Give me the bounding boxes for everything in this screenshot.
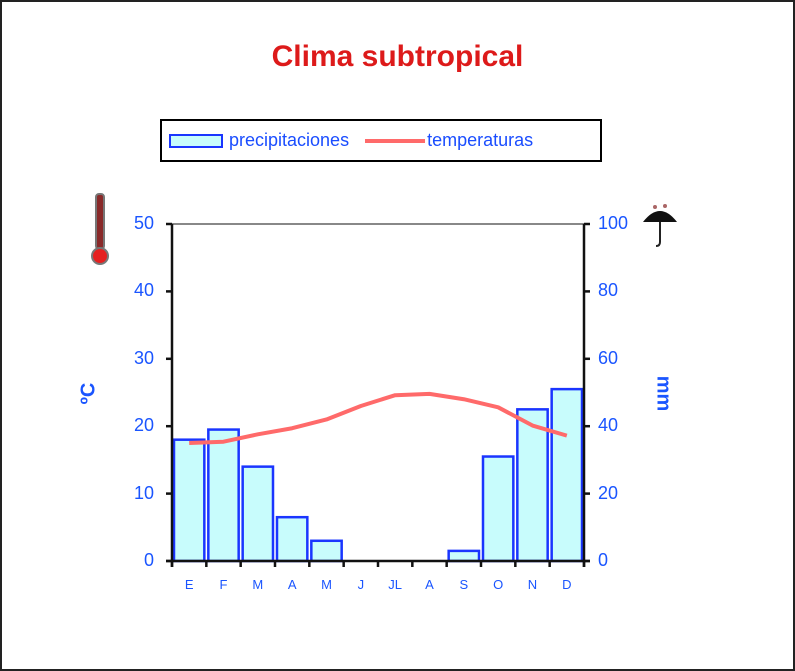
x-tick-label: N — [527, 577, 538, 592]
y-tick-left: 40 — [133, 280, 154, 301]
legend: precipitaciones temperaturas — [160, 119, 602, 162]
x-tick-label: S — [459, 577, 469, 592]
y-tick-right: 0 — [598, 550, 609, 570]
y-axis-left-label: ºC — [77, 382, 100, 405]
y-tick-left: 50 — [133, 213, 154, 233]
x-tick-label: A — [287, 577, 297, 592]
legend-temp-label: temperaturas — [427, 130, 534, 150]
thermometer-icon — [91, 193, 109, 265]
y-tick-right: 60 — [598, 347, 619, 368]
x-tick-label: M — [321, 577, 332, 592]
precip-bar — [550, 387, 584, 563]
y-tick-right: 20 — [598, 482, 619, 503]
precip-bar — [275, 515, 309, 563]
x-tick-label: J — [357, 577, 365, 592]
temperature-line — [189, 391, 568, 446]
x-tick-label: A — [425, 577, 434, 592]
y-tick-left: 0 — [143, 550, 154, 570]
x-tick-label: D — [562, 577, 572, 592]
precip-bar — [207, 428, 240, 563]
y-tick-left: 10 — [133, 482, 154, 503]
x-tick-label: O — [493, 577, 504, 592]
x-tick-label: F — [219, 577, 228, 592]
axes — [166, 222, 590, 567]
chart-title: Clima subtropical — [271, 40, 524, 73]
y-tick-right: 80 — [598, 280, 619, 301]
precip-bar — [172, 438, 206, 563]
precip-bar — [481, 455, 515, 563]
legend-precip-swatch — [169, 133, 223, 148]
precip-bar — [310, 539, 343, 563]
legend-precip-label: precipitaciones — [229, 130, 350, 150]
y-tick-right: 100 — [598, 213, 629, 233]
y-tick-left: 20 — [133, 415, 154, 436]
precip-bar — [241, 465, 275, 563]
x-tick-label: E — [184, 577, 194, 592]
x-tick-label: JL — [388, 577, 403, 592]
y-tick-left: 30 — [133, 347, 154, 368]
umbrella-icon — [643, 204, 677, 247]
legend-temp-swatch — [365, 138, 426, 143]
x-tick-label: M — [252, 577, 264, 592]
precip-bars — [172, 387, 584, 563]
precip-bar — [516, 408, 549, 563]
y-axis-right-label: mm — [652, 375, 675, 412]
y-tick-right: 40 — [598, 415, 619, 436]
precip-bar — [447, 549, 481, 563]
